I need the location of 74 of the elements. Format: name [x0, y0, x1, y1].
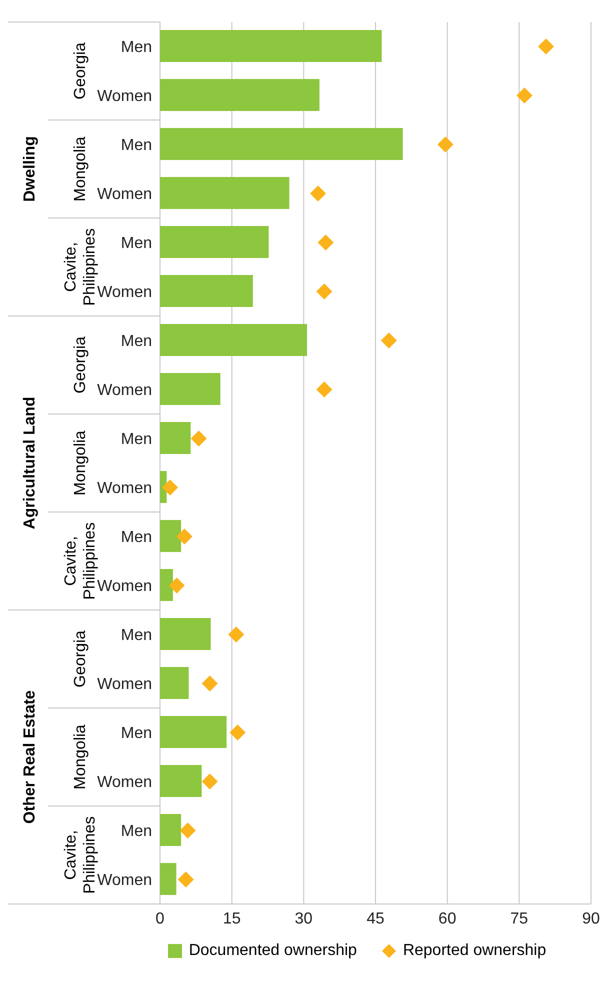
bar: [160, 128, 403, 160]
text: Cavite, Philippines: [62, 522, 98, 600]
bar: [160, 422, 191, 454]
y-tick-label: Women: [97, 382, 152, 400]
text: Cavite, Philippines: [62, 228, 98, 306]
text: Mongolia: [72, 430, 88, 496]
text: Agricultural Land: [22, 396, 38, 530]
bar: [160, 275, 253, 307]
text: Other Real Estate: [22, 690, 38, 824]
y-tick-label: Women: [97, 578, 152, 596]
point: [380, 332, 397, 348]
bar: [160, 618, 211, 650]
x-tick-label: 45: [366, 910, 384, 928]
y-tick-label: Women: [97, 186, 152, 204]
text: Georgia: [72, 630, 88, 688]
y-tick-label: Women: [97, 88, 152, 106]
x-tick-label: 0: [156, 910, 165, 928]
text: Dwelling: [22, 136, 38, 202]
legend-label: Documented ownership: [188, 942, 357, 960]
point: [516, 88, 532, 104]
point: [202, 774, 218, 790]
point: [162, 480, 178, 496]
bar: [160, 373, 220, 405]
y-tick-label: Men: [120, 725, 152, 742]
bar: [160, 79, 320, 111]
point: [178, 872, 194, 888]
y-tick-label: Women: [97, 480, 152, 498]
point: [538, 38, 554, 54]
bar: [160, 226, 269, 258]
y-tick-label: Men: [120, 39, 152, 56]
y-tick-label: Men: [120, 333, 152, 350]
y-tick-label: Women: [97, 774, 152, 792]
y-tick-label: Men: [120, 137, 152, 154]
bar: [160, 814, 182, 846]
point: [318, 234, 334, 250]
y-tick-label: Women: [97, 676, 152, 694]
point: [437, 136, 454, 152]
y-tick-label: Men: [120, 627, 152, 644]
text: Mongolia: [72, 724, 88, 790]
y-tick-label: Men: [120, 823, 152, 840]
y-tick-label: Men: [120, 529, 152, 546]
bar: [160, 765, 202, 797]
point: [168, 578, 185, 594]
point: [190, 430, 207, 446]
x-tick-label: 90: [582, 910, 600, 928]
text: Georgia: [72, 42, 88, 100]
text: Cavite, Philippines: [62, 816, 98, 894]
point: [230, 724, 246, 740]
bar: [160, 716, 227, 748]
point: [316, 382, 332, 398]
point: [310, 186, 326, 202]
y-tick-label: Men: [120, 235, 152, 252]
bar: [160, 324, 308, 356]
y-tick-label: Women: [97, 284, 152, 302]
point: [180, 822, 196, 838]
bar: [160, 667, 189, 699]
text: Mongolia: [72, 136, 88, 202]
point: [316, 284, 332, 300]
legend-label: Reported ownership: [402, 942, 546, 960]
text: Georgia: [72, 336, 88, 394]
bar: [160, 863, 176, 895]
bar: [160, 30, 382, 62]
bar: [160, 177, 290, 209]
point: [228, 626, 244, 642]
x-tick-label: 60: [438, 910, 456, 928]
bar: [160, 520, 182, 552]
point: [202, 676, 218, 692]
x-tick-label: 75: [510, 910, 528, 928]
point: [176, 528, 192, 544]
y-tick-label: Men: [120, 431, 152, 448]
x-tick-label: 30: [294, 910, 313, 928]
bar: [160, 569, 173, 601]
x-tick-label: 15: [222, 910, 241, 928]
y-tick-label: Women: [97, 872, 152, 890]
